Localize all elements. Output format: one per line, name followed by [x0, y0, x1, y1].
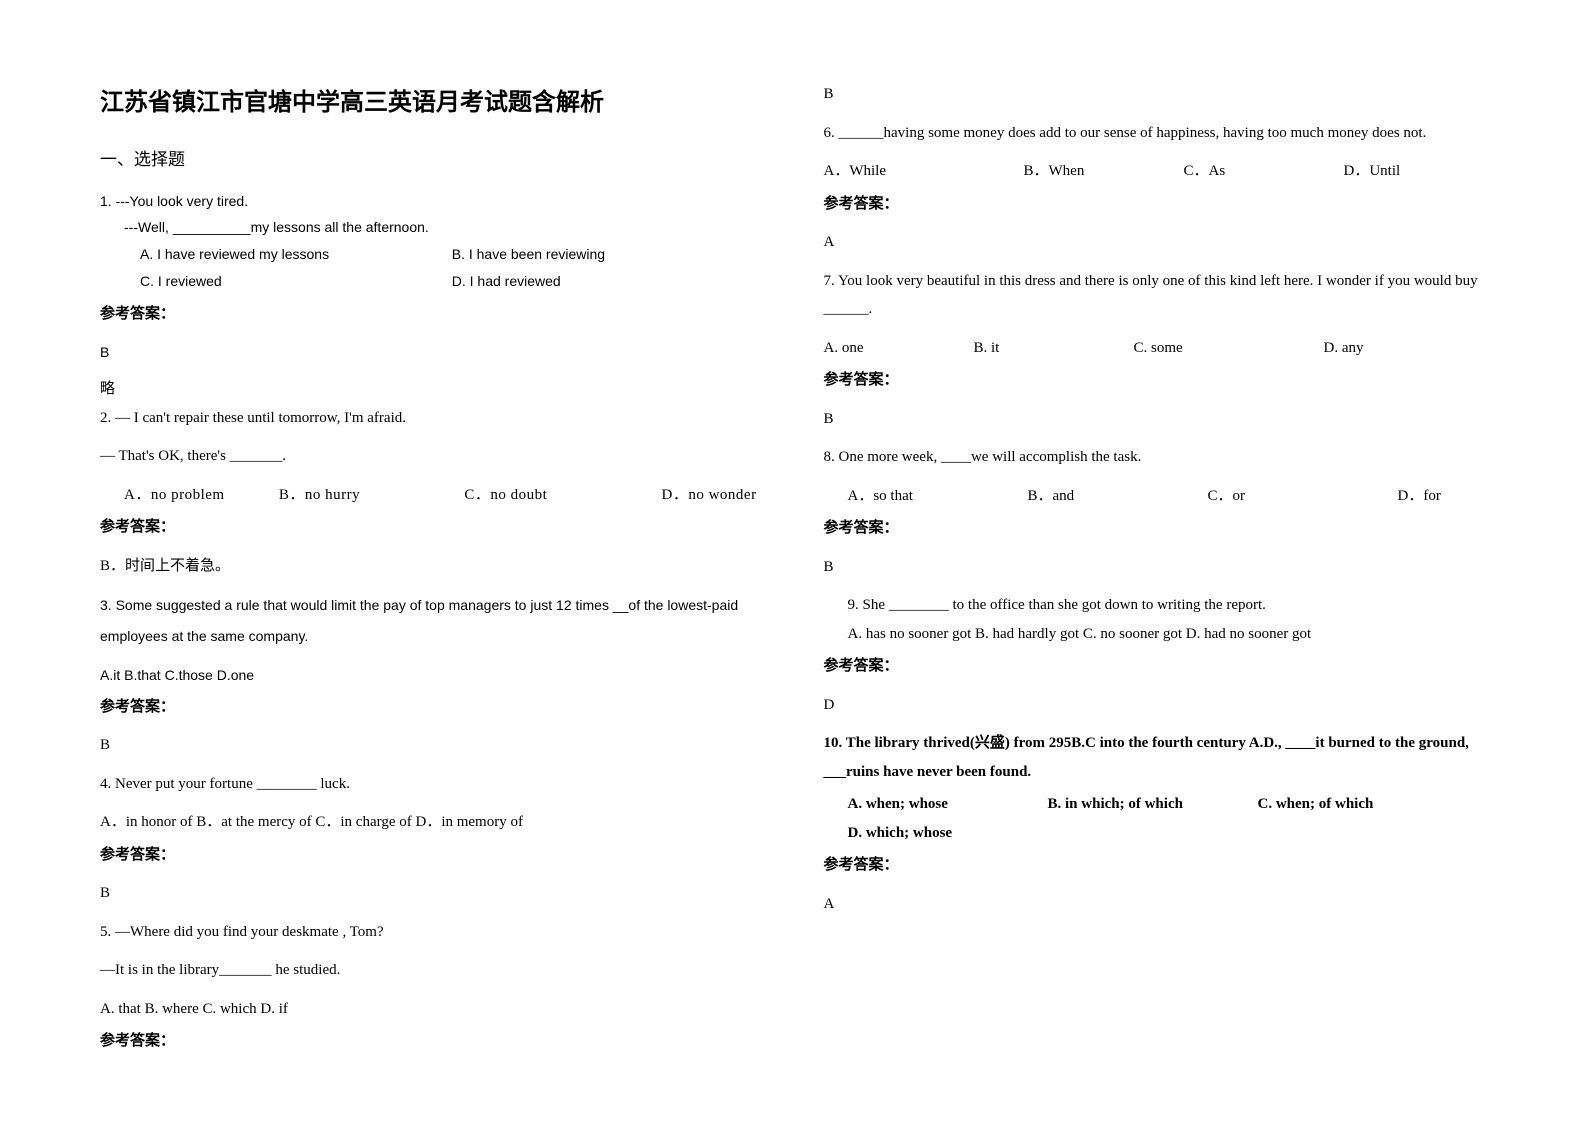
question-6: 6. ______having some money does add to o…	[824, 119, 1488, 186]
answer-label: 参考答案：	[100, 513, 764, 542]
q8-answer: B	[824, 553, 1488, 582]
answer-label: 参考答案：	[100, 693, 764, 722]
q5-line1: 5. —Where did you find your deskmate , T…	[100, 918, 764, 947]
question-10: 10. The library thrived(兴盛) from 295B.C …	[824, 729, 1488, 847]
answer-label: 参考答案：	[100, 1027, 764, 1056]
question-3: 3. Some suggested a rule that would limi…	[100, 590, 764, 688]
q8-opt-b: B．and	[1028, 482, 1168, 511]
question-8: 8. One more week, ____we will accomplish…	[824, 443, 1488, 510]
q9-line1: 9. She ________ to the office than she g…	[824, 591, 1488, 620]
q7-opt-a: A. one	[824, 334, 934, 363]
q6-answer: A	[824, 228, 1488, 257]
q7-line1: 7. You look very beautiful in this dress…	[824, 267, 1488, 324]
q9-answer: D	[824, 691, 1488, 720]
q3-line1: 3. Some suggested a rule that would limi…	[100, 590, 764, 652]
q6-line1: 6. ______having some money does add to o…	[824, 119, 1488, 148]
q9-options: A. has no sooner got B. had hardly got C…	[824, 620, 1488, 649]
question-4: 4. Never put your fortune ________ luck.…	[100, 770, 764, 837]
q7-opt-b: B. it	[974, 334, 1094, 363]
q1-opt-d: D. I had reviewed	[452, 268, 764, 295]
q10-opt-c: C. when; of which	[1258, 790, 1418, 819]
q4-options: A．in honor of B．at the mercy of C．in cha…	[100, 808, 764, 837]
q10-opt-a: A. when; whose	[848, 790, 1008, 819]
q3-answer: B	[100, 731, 764, 760]
q5-answer: B	[824, 80, 1488, 109]
section-heading: 一、选择题	[100, 144, 764, 176]
q8-opt-c: C．or	[1208, 482, 1358, 511]
q1-note: 略	[100, 375, 764, 404]
q7-answer: B	[824, 405, 1488, 434]
q1-opt-a: A. I have reviewed my lessons	[100, 241, 452, 268]
q4-answer: B	[100, 879, 764, 908]
question-9: 9. She ________ to the office than she g…	[824, 591, 1488, 648]
answer-label: 参考答案：	[824, 851, 1488, 880]
question-5: 5. —Where did you find your deskmate , T…	[100, 918, 764, 995]
q3-options: A.it B.that C.those D.one	[100, 662, 764, 689]
q1-opt-c: C. I reviewed	[100, 268, 452, 295]
q1-opt-b: B. I have been reviewing	[452, 241, 764, 268]
answer-label: 参考答案：	[100, 300, 764, 329]
answer-label: 参考答案：	[824, 514, 1488, 543]
q1-answer: B	[100, 339, 764, 366]
q8-line1: 8. One more week, ____we will accomplish…	[824, 443, 1488, 472]
q2-line1: 2. — I can't repair these until tomorrow…	[100, 404, 764, 433]
q6-opt-c: C．As	[1184, 157, 1304, 186]
q2-opt-c: C．no doubt	[464, 481, 547, 510]
q8-opt-a: A．so that	[848, 482, 988, 511]
q10-answer: A	[824, 890, 1488, 919]
q5-line2: —It is in the library_______ he studied.	[100, 956, 764, 985]
answer-label: 参考答案：	[824, 190, 1488, 219]
q1-line2: ---Well, __________my lessons all the af…	[100, 214, 764, 241]
q6-opt-d: D．Until	[1344, 157, 1401, 186]
answer-label: 参考答案：	[824, 652, 1488, 681]
q10-opt-b: B. in which; of which	[1048, 790, 1218, 819]
question-7: 7. You look very beautiful in this dress…	[824, 267, 1488, 363]
q10-opt-d: D. which; whose	[848, 819, 953, 848]
q7-opt-c: C. some	[1134, 334, 1284, 363]
q2-opt-a: A．no problem	[124, 481, 225, 510]
q2-opt-b: B．no hurry	[279, 481, 360, 510]
q6-opt-b: B．When	[1024, 157, 1144, 186]
document-title: 江苏省镇江市官塘中学高三英语月考试题含解析	[100, 80, 764, 126]
q6-opt-a: A．While	[824, 157, 984, 186]
q1-line1: 1. ---You look very tired.	[100, 188, 764, 215]
answer-label: 参考答案：	[824, 366, 1488, 395]
q2-line2: — That's OK, there's _______.	[100, 442, 764, 471]
q4-line1: 4. Never put your fortune ________ luck.	[100, 770, 764, 799]
q10-line1: 10. The library thrived(兴盛) from 295B.C …	[824, 729, 1488, 786]
q5-options: A. that B. where C. which D. if	[100, 995, 764, 1024]
question-2: 2. — I can't repair these until tomorrow…	[100, 404, 764, 510]
q7-opt-d: D. any	[1324, 334, 1364, 363]
answer-label: 参考答案：	[100, 841, 764, 870]
question-1: 1. ---You look very tired. ---Well, ____…	[100, 188, 764, 294]
q2-answer: B．时间上不着急。	[100, 552, 764, 581]
q8-opt-d: D．for	[1398, 482, 1441, 511]
q2-opt-d: D．no wonder	[662, 481, 757, 510]
